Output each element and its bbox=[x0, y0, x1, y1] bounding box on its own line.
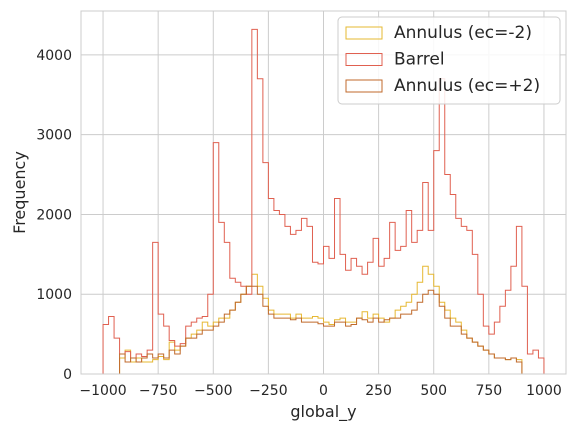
legend-label: Annulus (ec=+2) bbox=[394, 76, 540, 96]
series-2 bbox=[103, 285, 544, 375]
y-tick-label: 1000 bbox=[36, 287, 72, 303]
y-tick-label: 0 bbox=[63, 367, 72, 383]
legend: Annulus (ec=-2) Barrel Annulus (ec=+2) bbox=[337, 16, 561, 105]
x-tick-label: 250 bbox=[365, 383, 392, 399]
legend-label: Annulus (ec=-2) bbox=[394, 23, 532, 43]
legend-swatch bbox=[345, 53, 383, 66]
x-tick-label: −1000 bbox=[79, 383, 126, 399]
series-step-line bbox=[103, 285, 544, 375]
x-tick-label: 500 bbox=[420, 383, 447, 399]
series-layer bbox=[102, 28, 545, 375]
y-axis-ticks: 0 1000 2000 3000 4000 bbox=[36, 48, 72, 383]
x-tick-label: 750 bbox=[475, 383, 502, 399]
series-step-line bbox=[102, 28, 545, 374]
x-axis-ticks: −1000 −750 −500 −250 0 250 500 750 1000 bbox=[79, 383, 561, 399]
series-1 bbox=[102, 28, 545, 374]
y-axis-label: Frequency bbox=[10, 151, 29, 234]
legend-box bbox=[337, 16, 561, 105]
x-tick-label: −750 bbox=[139, 383, 177, 399]
x-tick-label: −250 bbox=[249, 383, 287, 399]
y-tick-label: 3000 bbox=[36, 128, 72, 144]
legend-label: Barrel bbox=[394, 50, 445, 70]
plot-area-frame bbox=[80, 10, 567, 375]
x-tick-label: −500 bbox=[194, 383, 232, 399]
legend-swatch bbox=[345, 79, 383, 93]
x-tick-label: 1000 bbox=[526, 383, 562, 399]
x-axis-label: global_y bbox=[290, 402, 356, 422]
x-tick-label: 0 bbox=[319, 383, 328, 399]
y-tick-label: 4000 bbox=[36, 48, 72, 64]
y-tick-label: 2000 bbox=[36, 207, 72, 223]
legend-swatch bbox=[345, 26, 383, 40]
